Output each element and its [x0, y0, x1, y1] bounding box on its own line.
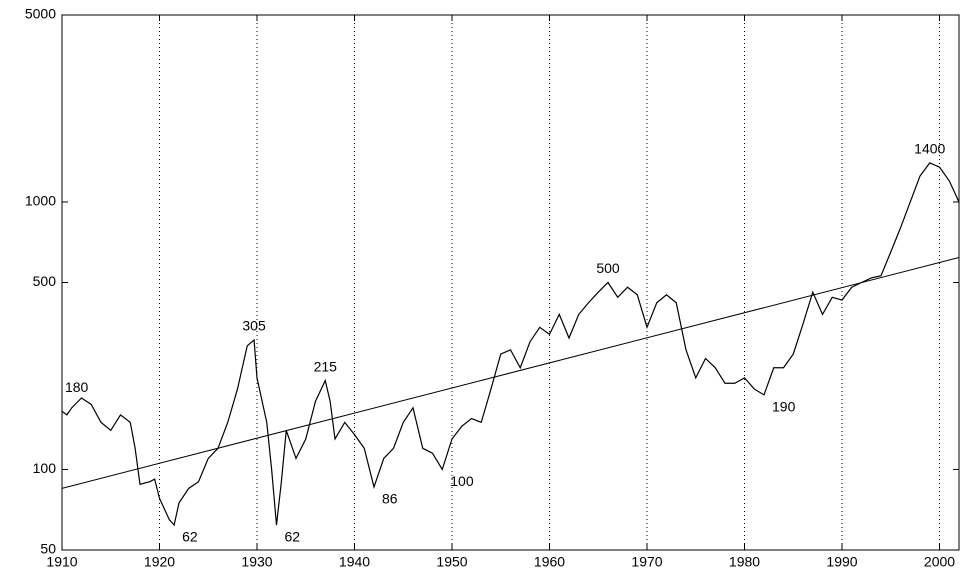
x-tick-label: 1970: [631, 554, 662, 570]
y-tick-label: 100: [33, 460, 57, 476]
x-tick-label: 1990: [826, 554, 857, 570]
annotation: 62: [182, 529, 198, 545]
annotation: 305: [242, 318, 266, 334]
plot-frame: [61, 14, 960, 551]
annotation: 500: [596, 260, 620, 276]
y-tick-label: 500: [33, 273, 57, 289]
annotation: 62: [285, 529, 301, 545]
annotation: 190: [772, 399, 796, 415]
x-tick-label: 1950: [436, 554, 467, 570]
trend-line: [61, 257, 960, 489]
annotation: 215: [314, 358, 338, 374]
y-tick-label: 1000: [25, 193, 56, 209]
x-tick-label: 2000: [924, 554, 955, 570]
y-tick-label: 50: [40, 541, 56, 557]
annotation: 1400: [914, 141, 945, 157]
x-tick-label: 1980: [729, 554, 760, 570]
x-tick-label: 1960: [534, 554, 565, 570]
y-tick-label: 5000: [25, 6, 56, 22]
x-tick-label: 1930: [241, 554, 272, 570]
price-line: [61, 162, 960, 527]
x-tick-label: 1940: [339, 554, 370, 570]
annotation: 86: [382, 491, 398, 507]
annotation: 100: [450, 473, 474, 489]
annotation: 180: [65, 379, 89, 395]
x-tick-label: 1920: [144, 554, 175, 570]
x-tick-label: 1910: [46, 554, 77, 570]
